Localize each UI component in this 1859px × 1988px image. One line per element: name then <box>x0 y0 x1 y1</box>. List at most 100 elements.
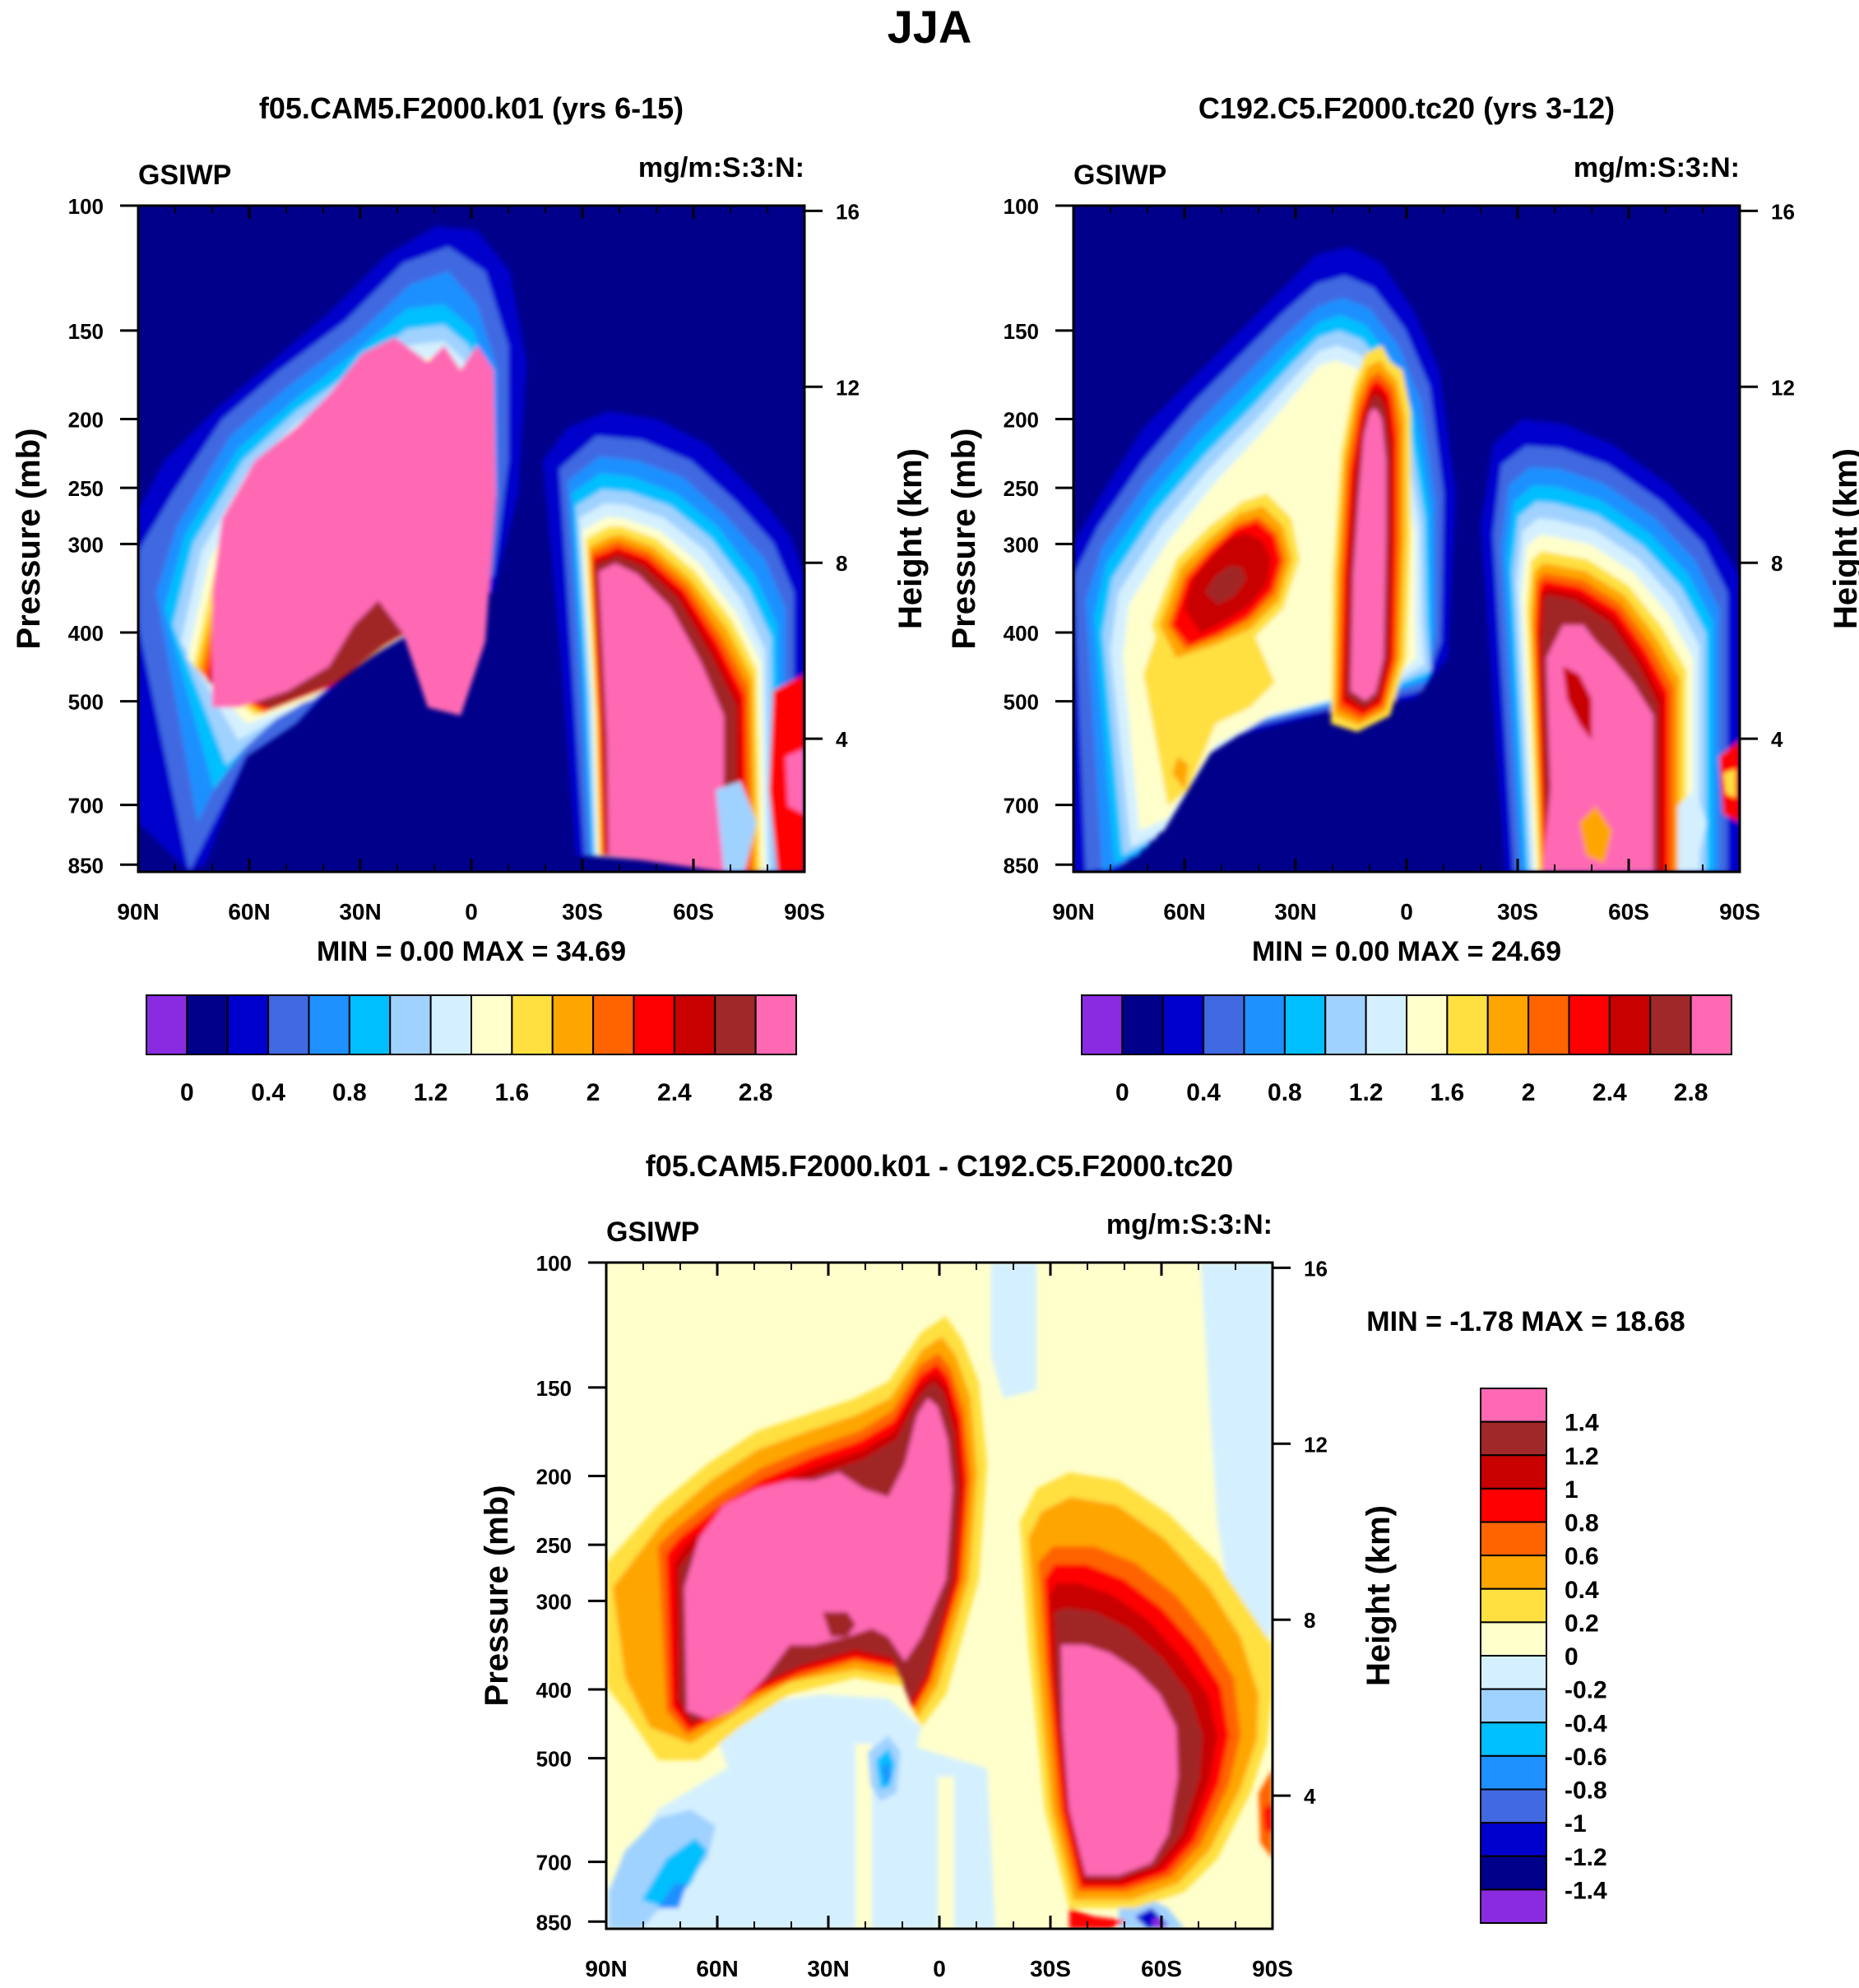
colorbar-swatch <box>1649 994 1692 1055</box>
x-tick-label: 60S <box>1608 899 1649 924</box>
colorbar-swatch <box>1480 1655 1547 1690</box>
x-tick-label: 30S <box>562 899 603 924</box>
colorbar-swatch <box>1480 1420 1547 1457</box>
x-tick-label: 90N <box>585 1956 627 1981</box>
y-axis-label-right: Height (km) <box>1828 448 1859 629</box>
contour-field <box>1073 206 1740 872</box>
colorbar-absolute: 0 0.4 0.8 1.2 1.6 2 2.4 2.8 <box>146 994 797 1106</box>
height-tick-label: 8 <box>1304 1608 1315 1633</box>
colorbar-label: 1.4 <box>1565 1410 1599 1437</box>
colorbar-swatch <box>714 994 757 1055</box>
pressure-tick-label: 300 <box>536 1589 572 1614</box>
units-label: mg/m:S:3:N: <box>638 152 804 183</box>
colorbar-swatch <box>1203 994 1245 1055</box>
x-tick-label: 30N <box>1274 899 1316 924</box>
colorbar-swatch <box>1365 994 1407 1055</box>
pressure-tick-label: 700 <box>1004 794 1039 818</box>
height-tick-label: 12 <box>1304 1432 1328 1457</box>
x-tick-label: 90S <box>1252 1956 1293 1981</box>
height-tick-label: 8 <box>1771 551 1783 576</box>
colorbar-label: 1.2 <box>414 1079 448 1106</box>
colorbar-swatch <box>1528 994 1570 1055</box>
height-tick-label: 4 <box>1771 727 1783 752</box>
height-tick-label: 16 <box>836 199 860 224</box>
x-tick-label: 60N <box>228 899 270 924</box>
y-axis-label-left: Pressure (mb) <box>946 429 982 650</box>
colorbar-swatch <box>348 994 392 1055</box>
colorbar-swatch <box>1690 994 1732 1055</box>
colorbar-label: -1 <box>1565 1810 1587 1837</box>
colorbar-swatch <box>1480 1487 1547 1523</box>
units-label: mg/m:S:3:N: <box>1574 152 1740 183</box>
colorbar-swatch <box>389 994 432 1055</box>
colorbar-label: 0 <box>180 1079 194 1106</box>
colorbar-swatch <box>754 994 797 1055</box>
contour-field <box>138 206 804 872</box>
pressure-tick-label: 500 <box>536 1747 572 1772</box>
height-tick-label: 12 <box>836 375 860 400</box>
colorbar-label: 2.4 <box>657 1079 692 1106</box>
colorbar-label: 0.4 <box>1565 1577 1599 1604</box>
colorbar-swatch <box>1480 1888 1547 1924</box>
colorbar-label: 0.2 <box>1565 1610 1599 1637</box>
colorbar-label: 1 <box>1565 1476 1579 1504</box>
min-max-stats: MIN = 0.00 MAX = 34.69 <box>317 936 626 967</box>
colorbar-swatch <box>1081 994 1124 1055</box>
colorbar-swatch <box>551 994 595 1055</box>
contour-field <box>606 1263 1273 1929</box>
colorbar-swatch <box>1480 1722 1547 1757</box>
pressure-tick-label: 250 <box>68 476 104 501</box>
colorbar-swatch <box>1480 1855 1547 1891</box>
colorbar-swatch <box>1324 994 1367 1055</box>
colorbar-swatch <box>146 994 188 1055</box>
x-tick-label: 0 <box>933 1956 946 1981</box>
colorbar-label: 2.4 <box>1592 1079 1627 1106</box>
colorbar-swatch <box>1480 1621 1547 1657</box>
colorbar-difference: 1.4 1.2 1 0.8 0.6 0.4 0.2 0 -0.2 -0.4 -0.6 -0.8 -1 -1… <box>1480 1388 1607 1924</box>
colorbar-swatch <box>186 994 229 1055</box>
pressure-tick-label: 150 <box>68 319 104 344</box>
panel-title: f05.CAM5.F2000.k01 (yrs 6-15) <box>259 91 684 125</box>
pressure-tick-label: 400 <box>536 1678 572 1703</box>
colorbar-swatch <box>1480 1688 1547 1724</box>
x-tick-label: 60S <box>673 899 714 924</box>
pressure-tick-label: 400 <box>68 621 104 646</box>
variable-label: GSIWP <box>606 1216 699 1248</box>
colorbar-swatch <box>633 994 675 1055</box>
x-tick-label: 0 <box>465 899 478 924</box>
colorbar-label: 2 <box>1522 1079 1536 1106</box>
pressure-tick-label: 700 <box>536 1851 572 1875</box>
panel-top-right: C192.C5.F2000.tc20 (yrs 3-12) GSIWP mg/m… <box>946 91 1859 1106</box>
colorbar-swatch <box>1480 1788 1547 1824</box>
axes-group: 90N 60N 30N 0 30S 60S 90S 100 150 200 250 300 400 500… <box>11 194 929 924</box>
colorbar-label: -0.4 <box>1565 1710 1607 1737</box>
variable-label: GSIWP <box>1073 160 1166 191</box>
colorbar-swatch <box>1480 1388 1547 1423</box>
colorbar-swatch <box>1406 994 1449 1055</box>
pressure-tick-label: 250 <box>536 1533 572 1558</box>
panel-top-left: f05.CAM5.F2000.k01 (yrs 6-15) GSIWP mg/m… <box>11 91 929 1106</box>
pressure-tick-label: 300 <box>68 532 104 557</box>
colorbar-swatch <box>1121 994 1164 1055</box>
x-tick-label: 60S <box>1141 1956 1182 1981</box>
panel-title: f05.CAM5.F2000.k01 - C192.C5.F2000.tc20 <box>646 1149 1233 1183</box>
y-axis-label-right: Height (km) <box>1361 1505 1397 1686</box>
colorbar-swatch <box>226 994 270 1055</box>
colorbar-swatch <box>1243 994 1286 1055</box>
colorbar-label: 0.8 <box>332 1079 367 1106</box>
pressure-tick-label: 150 <box>1004 319 1039 344</box>
x-tick-label: 30S <box>1030 1956 1071 1981</box>
min-max-stats: MIN = -1.78 MAX = 18.68 <box>1366 1306 1685 1337</box>
colorbar-swatch <box>1568 994 1611 1055</box>
pressure-tick-label: 150 <box>536 1376 572 1401</box>
height-tick-label: 4 <box>1304 1784 1316 1809</box>
pressure-tick-label: 700 <box>68 794 104 818</box>
height-tick-label: 12 <box>1771 375 1795 400</box>
x-tick-label: 30N <box>339 899 381 924</box>
x-tick-label: 0 <box>1400 899 1413 924</box>
panel-bottom-difference: f05.CAM5.F2000.k01 - C192.C5.F2000.tc20 … <box>479 1149 1685 1981</box>
x-tick-label: 90N <box>1052 899 1094 924</box>
colorbar-label: -0.2 <box>1565 1677 1607 1704</box>
pressure-tick-label: 500 <box>68 690 104 715</box>
